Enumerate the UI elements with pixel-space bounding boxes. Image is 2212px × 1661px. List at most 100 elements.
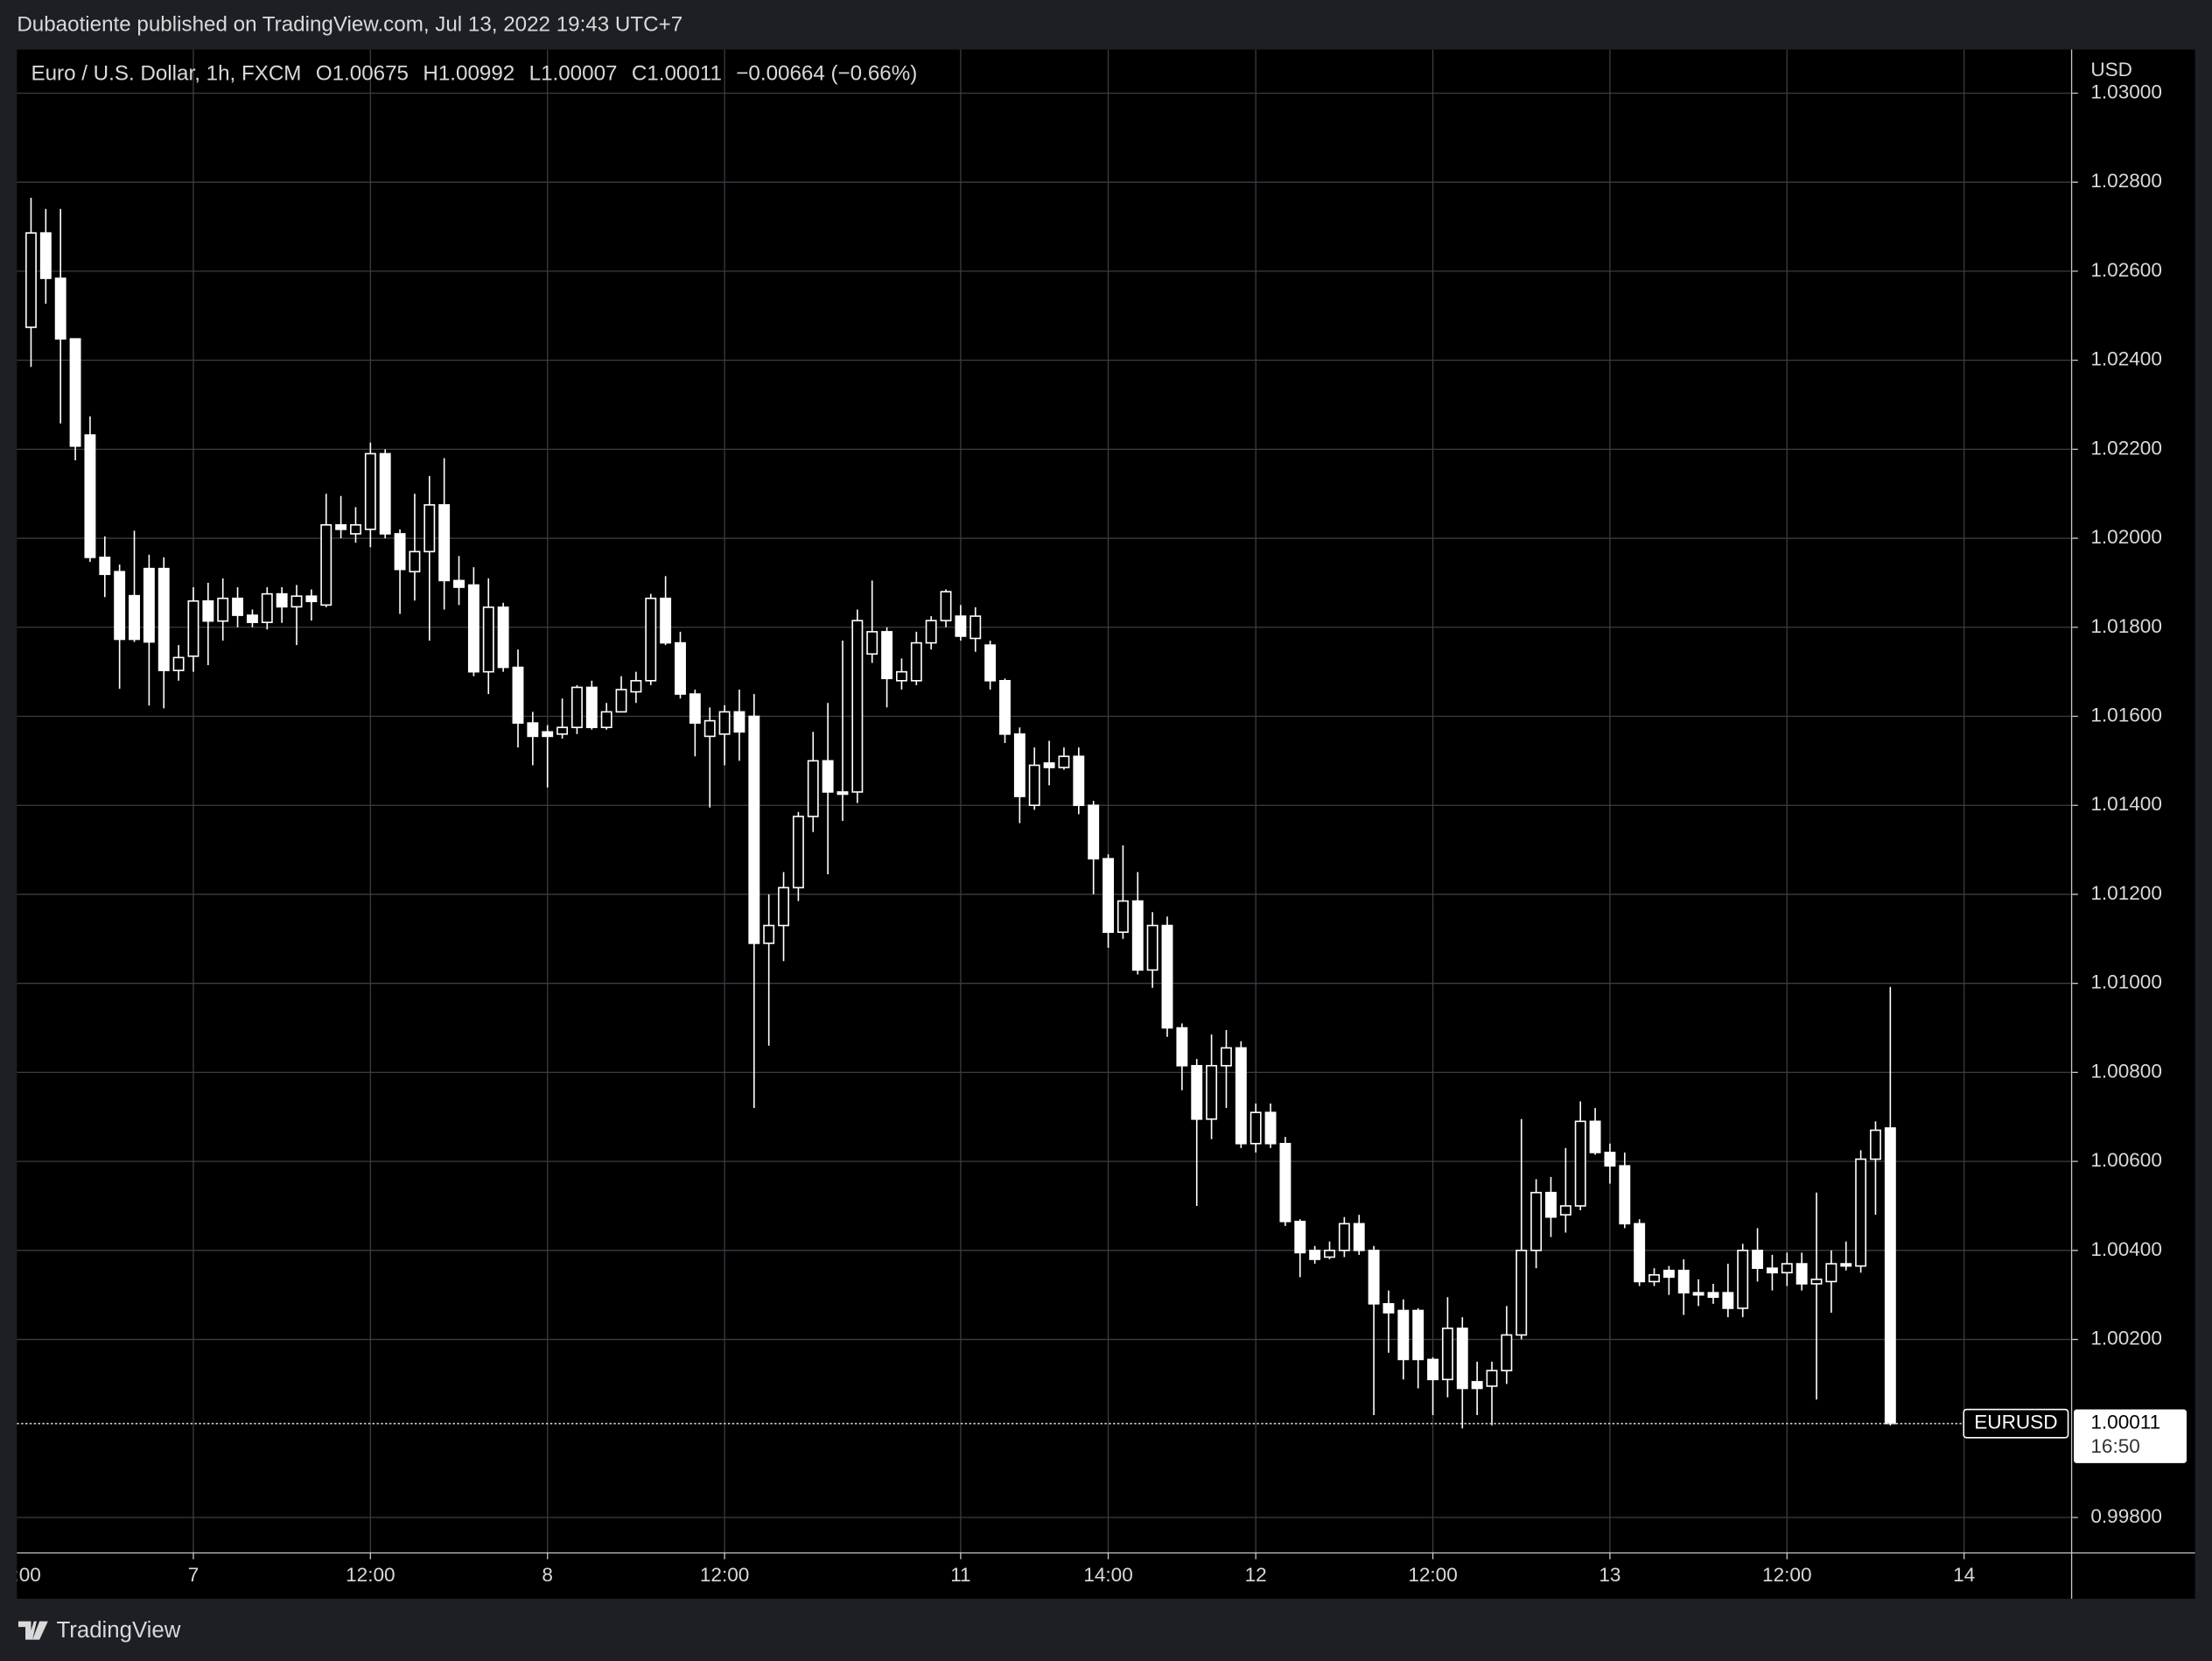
y-tick-label: 1.02400 [2090, 348, 2162, 370]
x-tick-label: 14 [1953, 1564, 1975, 1586]
candle-body [1264, 1111, 1277, 1145]
candle-body [1206, 1064, 1218, 1120]
candle-body [881, 631, 893, 680]
y-tick-label: 1.03000 [2090, 81, 2162, 102]
y-tick-label: 1.02000 [2090, 526, 2162, 548]
candle-body [1677, 1269, 1690, 1293]
candle-body [1855, 1158, 1867, 1267]
candle-body [1250, 1111, 1262, 1145]
y-tick-label: 1.00200 [2090, 1328, 2162, 1349]
low-value: L1.00007 [529, 62, 618, 86]
candle-body [748, 715, 760, 944]
candle-body [438, 504, 451, 582]
candle-body [290, 595, 303, 608]
countdown: 16:50 [2090, 1435, 2139, 1457]
candle-body [1028, 764, 1040, 807]
x-tick-label: 12:00 [0, 1564, 41, 1586]
candle-body [600, 711, 612, 729]
candle-body [1353, 1223, 1365, 1251]
candle-body [866, 631, 878, 655]
candle-body [1825, 1263, 1838, 1283]
candle-body [1648, 1273, 1660, 1283]
candle-body [172, 656, 185, 671]
candle-body [379, 452, 391, 535]
candle-body [1191, 1064, 1203, 1120]
candle-body [792, 816, 804, 889]
candle-body [202, 599, 214, 622]
last-price-label: 1.00011 [2090, 1412, 2160, 1433]
currency-label: USD [2090, 59, 2132, 81]
candle-body [246, 614, 258, 623]
candle-body [409, 550, 421, 573]
candle-body [1013, 733, 1026, 797]
candle-body [335, 524, 347, 530]
candle-body [1737, 1250, 1749, 1309]
candle-body [1161, 924, 1173, 1029]
candle-body [718, 711, 731, 735]
y-tick-label: 1.00400 [2090, 1238, 2162, 1260]
y-tick-label: 1.01800 [2090, 615, 2162, 637]
candle-body [704, 719, 716, 738]
x-tick-label: 12 [1245, 1564, 1267, 1586]
y-tick-label: 1.02800 [2090, 170, 2162, 192]
candle-body [1338, 1223, 1350, 1251]
candle-body [615, 689, 627, 713]
brand-logo [18, 1621, 48, 1640]
candle-body [910, 641, 922, 682]
candle-body [660, 597, 672, 644]
candle-body [1221, 1047, 1232, 1067]
candle-body [1707, 1292, 1719, 1299]
candle-body [482, 606, 494, 673]
candle-body [1752, 1250, 1764, 1269]
candle-body [350, 524, 361, 535]
candle-body [1501, 1334, 1513, 1371]
candle-body [1073, 755, 1085, 807]
candle-body [1545, 1191, 1557, 1218]
candle-body [424, 504, 436, 553]
time-axis: 12:00 7 12:00 8 12:00 11 14:00 12 12:00 13 12:00 14 [0, 1552, 1975, 1586]
candle-body [1102, 858, 1114, 933]
candle-body [99, 557, 111, 576]
candle-body [54, 277, 66, 340]
candle-body [1796, 1263, 1808, 1285]
candle-body [320, 524, 332, 606]
candle-body [69, 338, 81, 447]
candle-body [689, 693, 701, 724]
candle-body [1456, 1328, 1468, 1390]
candle-body [84, 434, 96, 558]
candle-body [1662, 1269, 1675, 1279]
candle-body [143, 567, 155, 643]
candle-body [25, 232, 37, 328]
x-tick-label: 12:00 [1762, 1564, 1811, 1586]
candle-body [1116, 900, 1129, 933]
y-tick-label: 1.02600 [2090, 259, 2162, 281]
symbol-tag-box [1963, 1408, 2069, 1439]
candle-body [1294, 1220, 1306, 1254]
candle-body [527, 722, 539, 738]
candle-body [763, 924, 775, 944]
candle-body [970, 615, 982, 640]
brand: TradingView [18, 1618, 181, 1643]
candle-body [512, 666, 524, 724]
candle-body [1840, 1263, 1852, 1267]
candle-body [1397, 1309, 1410, 1361]
symbol-tag: EURUSD [1974, 1412, 2057, 1433]
candle-body [1766, 1267, 1778, 1274]
candle-body [1589, 1120, 1601, 1153]
candle-body [1131, 900, 1144, 971]
candle-body [630, 680, 642, 693]
candle-body [1870, 1129, 1881, 1160]
candle-body [232, 597, 244, 616]
symbol-title: Euro / U.S. Dollar, 1h, FXCM [31, 62, 301, 86]
published-note: Dubaotiente published on TradingView.com… [17, 13, 682, 37]
candle-body [1722, 1292, 1734, 1309]
status-line: Euro / U.S. Dollar, 1h, FXCM O1.00675 H1… [31, 62, 917, 86]
candle-body [217, 597, 229, 622]
candle-body [1412, 1309, 1424, 1361]
candle-body [364, 452, 376, 530]
candle-body [1309, 1250, 1321, 1260]
candle-body [955, 615, 967, 637]
candle-body [984, 644, 997, 682]
y-tick-label: 1.00600 [2090, 1149, 2162, 1171]
